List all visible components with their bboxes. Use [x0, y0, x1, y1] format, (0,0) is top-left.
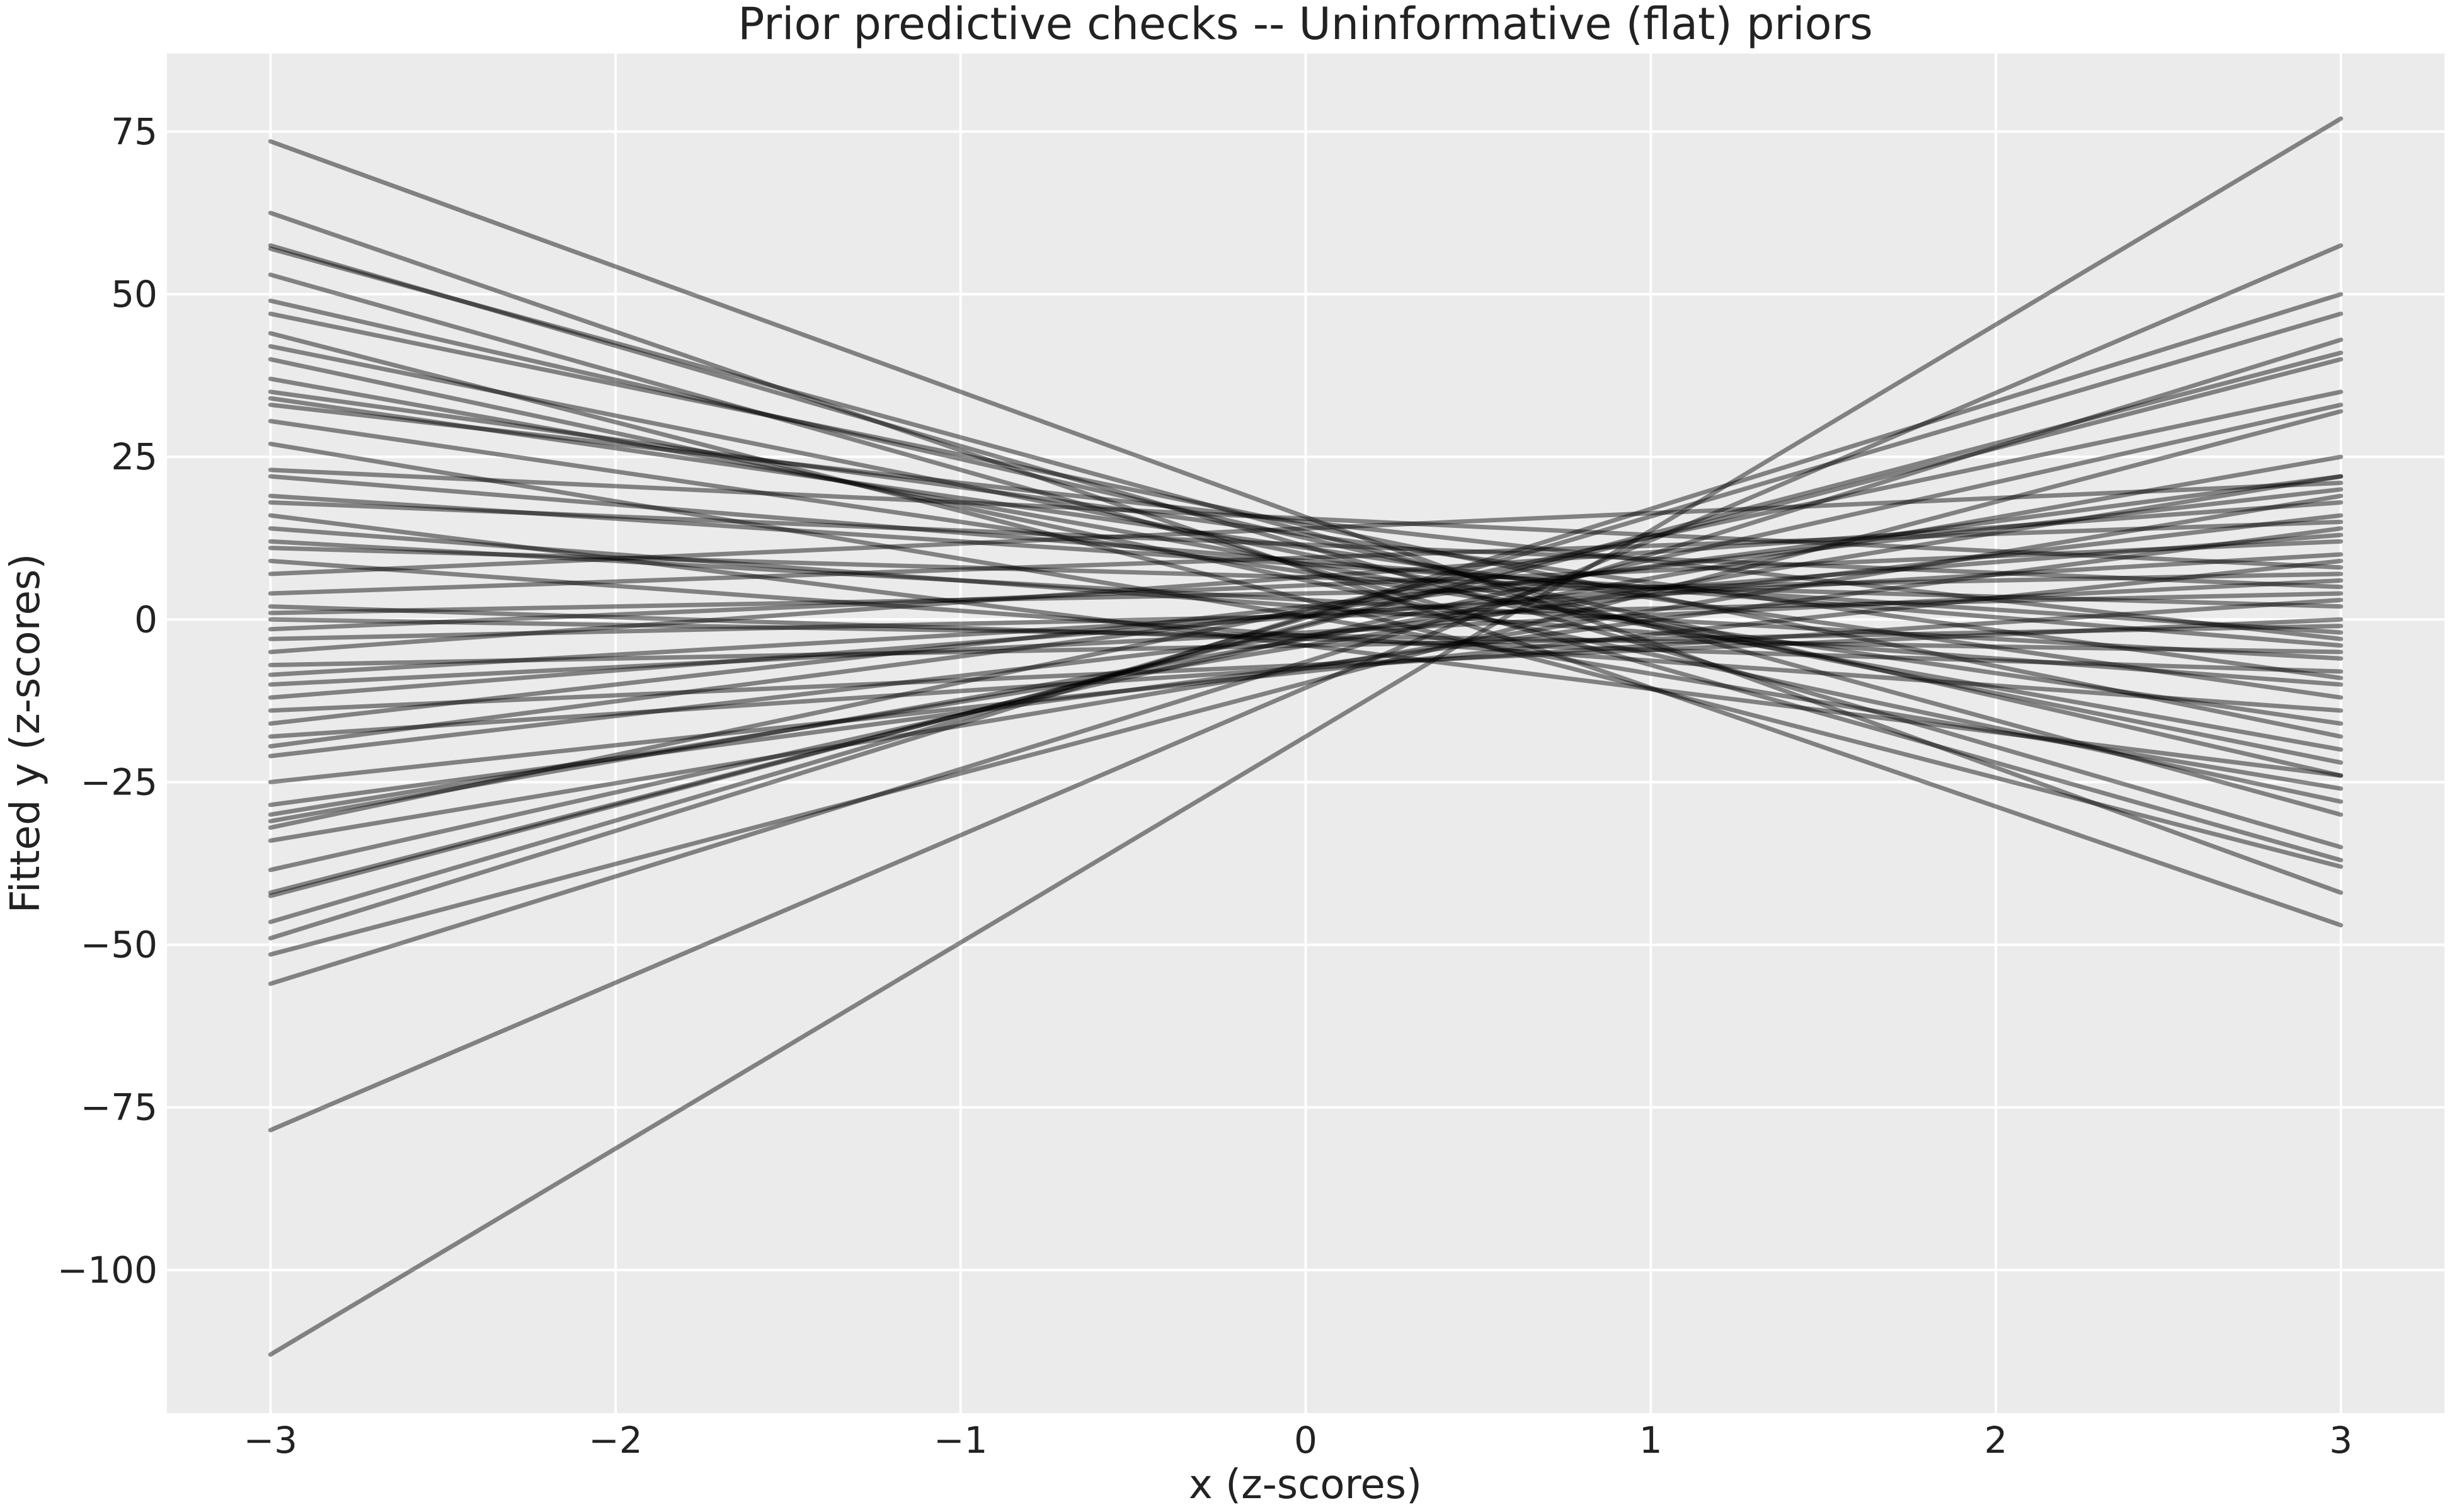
series-line: [268, 454, 2344, 823]
y-tick-label: −100: [57, 1249, 158, 1292]
series-line: [268, 571, 2344, 616]
y-tick-label: −50: [81, 924, 158, 966]
y-tick-label: 0: [134, 598, 158, 641]
chart-title: Prior predictive checks -- Uninformative…: [738, 0, 1872, 50]
series-line: [268, 578, 2344, 687]
series-line: [268, 357, 2344, 804]
series-line: [268, 311, 2344, 739]
series-line: [268, 311, 2344, 924]
x-axis-ticks: −3 −2 −1 0 1 2 3: [244, 1419, 2353, 1462]
y-tick-label: −75: [81, 1086, 158, 1129]
series-line: [268, 418, 2344, 726]
series-line: [268, 558, 2344, 713]
x-tick-label: 0: [1294, 1419, 1317, 1462]
series-line: [268, 597, 2344, 739]
series-line: [268, 403, 2344, 873]
series-line: [268, 243, 2344, 1133]
series-line: [268, 526, 2344, 687]
x-tick-label: −3: [244, 1419, 298, 1462]
series-line: [268, 500, 2344, 655]
series-line: [268, 546, 2344, 609]
x-tick-label: −2: [588, 1419, 643, 1462]
y-tick-label: 50: [111, 273, 158, 316]
series-line: [268, 539, 2344, 661]
x-tick-label: 1: [1639, 1419, 1663, 1462]
series-line: [268, 298, 2344, 778]
y-tick-label: 75: [111, 110, 158, 153]
x-tick-label: 3: [2329, 1419, 2352, 1462]
series-line: [268, 604, 2344, 674]
series-line: [268, 350, 2344, 898]
series-line: [268, 487, 2344, 726]
series-line: [268, 331, 2344, 869]
series-line: [268, 272, 2344, 862]
series-line: [268, 474, 2344, 648]
series-line: [268, 474, 2344, 749]
series-line: [268, 139, 2344, 895]
series-line: [268, 591, 2344, 641]
series-line: [268, 493, 2344, 635]
y-axis-ticks: 75 50 25 0 −25 −50 −75 −100: [57, 110, 158, 1292]
series-line: [268, 389, 2344, 830]
series-line: [268, 513, 2344, 759]
series-line: [268, 617, 2344, 713]
x-axis-label: x (z-scores): [1189, 1462, 1422, 1508]
series-line: [268, 292, 2344, 941]
series-line: [268, 116, 2344, 1357]
y-axis-label: Fitted y (z-scores): [3, 554, 49, 914]
series-line: [268, 376, 2344, 752]
series-line: [268, 539, 2344, 632]
grid: [167, 54, 2444, 1413]
series-line: [268, 243, 2344, 850]
series-line: [268, 513, 2344, 778]
series-line: [268, 624, 2344, 668]
series-line: [268, 526, 2344, 808]
series-line: [268, 480, 2344, 576]
y-tick-label: −25: [81, 760, 158, 803]
y-tick-label: 25: [111, 435, 158, 478]
series-line: [268, 532, 2344, 700]
series-line: [268, 337, 2344, 987]
series-line: [268, 210, 2344, 928]
series-line: [268, 409, 2344, 957]
series-line: [268, 500, 2344, 590]
series-line: [268, 396, 2344, 700]
series-line: [268, 467, 2344, 570]
series-line: [268, 493, 2344, 843]
x-tick-label: 2: [1984, 1419, 2008, 1462]
series-line: [268, 617, 2344, 655]
series-line: [268, 558, 2344, 784]
series-line: [268, 552, 2344, 677]
series-line: [268, 474, 2344, 817]
series-line: [268, 519, 2344, 596]
series-lines: [268, 116, 2344, 1357]
series-line: [268, 403, 2344, 641]
series-line: [268, 442, 2344, 791]
x-tick-label: −1: [934, 1419, 988, 1462]
series-line: [268, 344, 2344, 765]
series-line: [268, 357, 2344, 895]
series-line: [268, 246, 2344, 817]
series-line: [268, 389, 2344, 680]
